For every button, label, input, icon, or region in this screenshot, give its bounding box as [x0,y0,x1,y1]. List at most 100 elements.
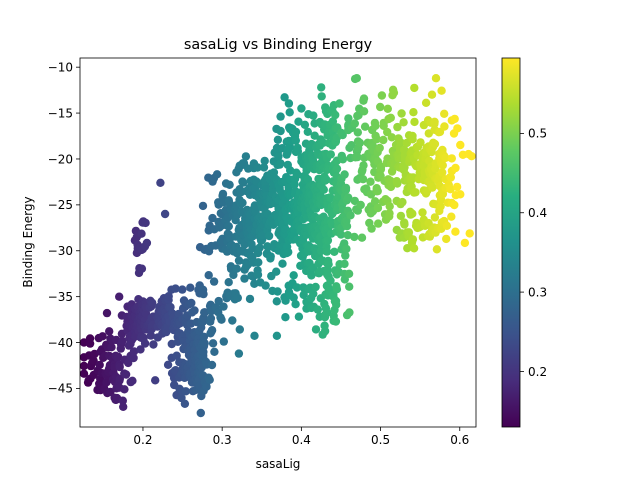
scatter-point [323,236,333,245]
scatter-point [342,244,351,254]
scatter-point [332,300,341,309]
scatter-point [209,277,219,286]
scatter-point [430,139,440,149]
chart-title: sasaLig vs Binding Energy [184,37,373,53]
scatter-point [115,362,124,372]
scatter-point [272,267,281,276]
scatter-point [264,231,274,241]
plot-frame [79,57,477,428]
scatter-point [330,247,339,256]
scatter-point [259,163,269,172]
scatter-point [98,332,107,341]
scatter-point [225,180,234,189]
scatter-point [341,251,350,260]
scatter-point [224,222,233,231]
scatter-point [428,182,437,192]
scatter-point [338,130,347,140]
scatter-point [307,271,316,280]
scatter-point [385,202,394,211]
scatter-point [408,135,417,144]
y-axis-label: Binding Energy [21,196,35,287]
scatter-point [224,278,233,287]
scatter-point [441,153,450,163]
scatter-point [187,298,196,308]
scatter-point [233,293,242,303]
scatter-point [320,326,330,336]
scatter-point [331,110,340,120]
scatter-point [359,107,369,116]
scatter-point [344,114,353,123]
scatter-point [198,201,208,211]
scatter-point [102,378,111,387]
scatter-point [352,74,361,83]
scatter-point [322,308,332,317]
scatter-point [291,127,301,137]
scatter-point [324,260,333,269]
scatter-point [370,197,380,206]
scatter-point [196,408,205,418]
y-tick-label: −40 [48,336,73,350]
scatter-point [452,182,462,192]
scatter-points [80,74,476,418]
scatter-point [263,242,273,252]
scatter-point [319,185,328,194]
scatter-point [400,220,409,229]
scatter-point [121,370,131,379]
scatter-point [136,345,145,354]
scatter-point [272,331,282,340]
scatter-point [360,122,370,131]
scatter-point [85,334,95,343]
scatter-point [178,285,187,294]
scatter-point [118,336,127,346]
scatter-point [245,294,255,304]
scatter-point [344,269,354,278]
scatter-point [310,131,319,140]
scatter-point [255,243,264,252]
colorbar-tick-label: 0.4 [528,206,547,220]
colorbar [501,57,521,428]
scatter-point [128,376,137,385]
scatter-point [80,361,89,371]
scatter-point [338,155,348,164]
scatter-point [289,271,298,280]
scatter-point [234,256,244,265]
scatter-point [181,387,190,396]
scatter-point [375,143,384,153]
colorbar-tick-label: 0.5 [528,127,547,141]
scatter-point [430,213,440,222]
scatter-point [280,93,289,102]
scatter-point [447,212,456,221]
scatter-point [400,163,409,172]
scatter-point [276,126,285,136]
scatter-point [442,221,452,230]
y-tick-label: −30 [48,244,73,258]
scatter-point [232,264,241,273]
scatter-point [450,200,459,210]
scatter-point [343,231,352,240]
scatter-point [336,230,346,239]
scatter-point [274,152,283,161]
scatter-point [276,112,285,121]
scatter-point [212,170,222,179]
scatter-point [217,315,226,324]
scatter-point [95,360,104,370]
x-tick-label: 0.5 [371,433,390,447]
scatter-point [186,283,195,292]
scatter-point [431,74,441,83]
scatter-point [293,147,303,156]
scatter-point [396,138,405,147]
scatter-point [456,190,465,199]
scatter-point [359,161,368,170]
scatter-point [379,121,388,130]
scatter-point [403,244,412,253]
scatter-point [148,298,157,308]
scatter-point [248,244,257,253]
scatter-point [376,102,385,112]
scatter-point [294,312,304,321]
scatter-point [105,327,114,336]
scatter-point [289,293,298,302]
scatter-point [260,156,269,166]
y-tick-label: −45 [48,382,73,396]
scatter-point [208,213,217,223]
scatter-point [404,228,414,237]
